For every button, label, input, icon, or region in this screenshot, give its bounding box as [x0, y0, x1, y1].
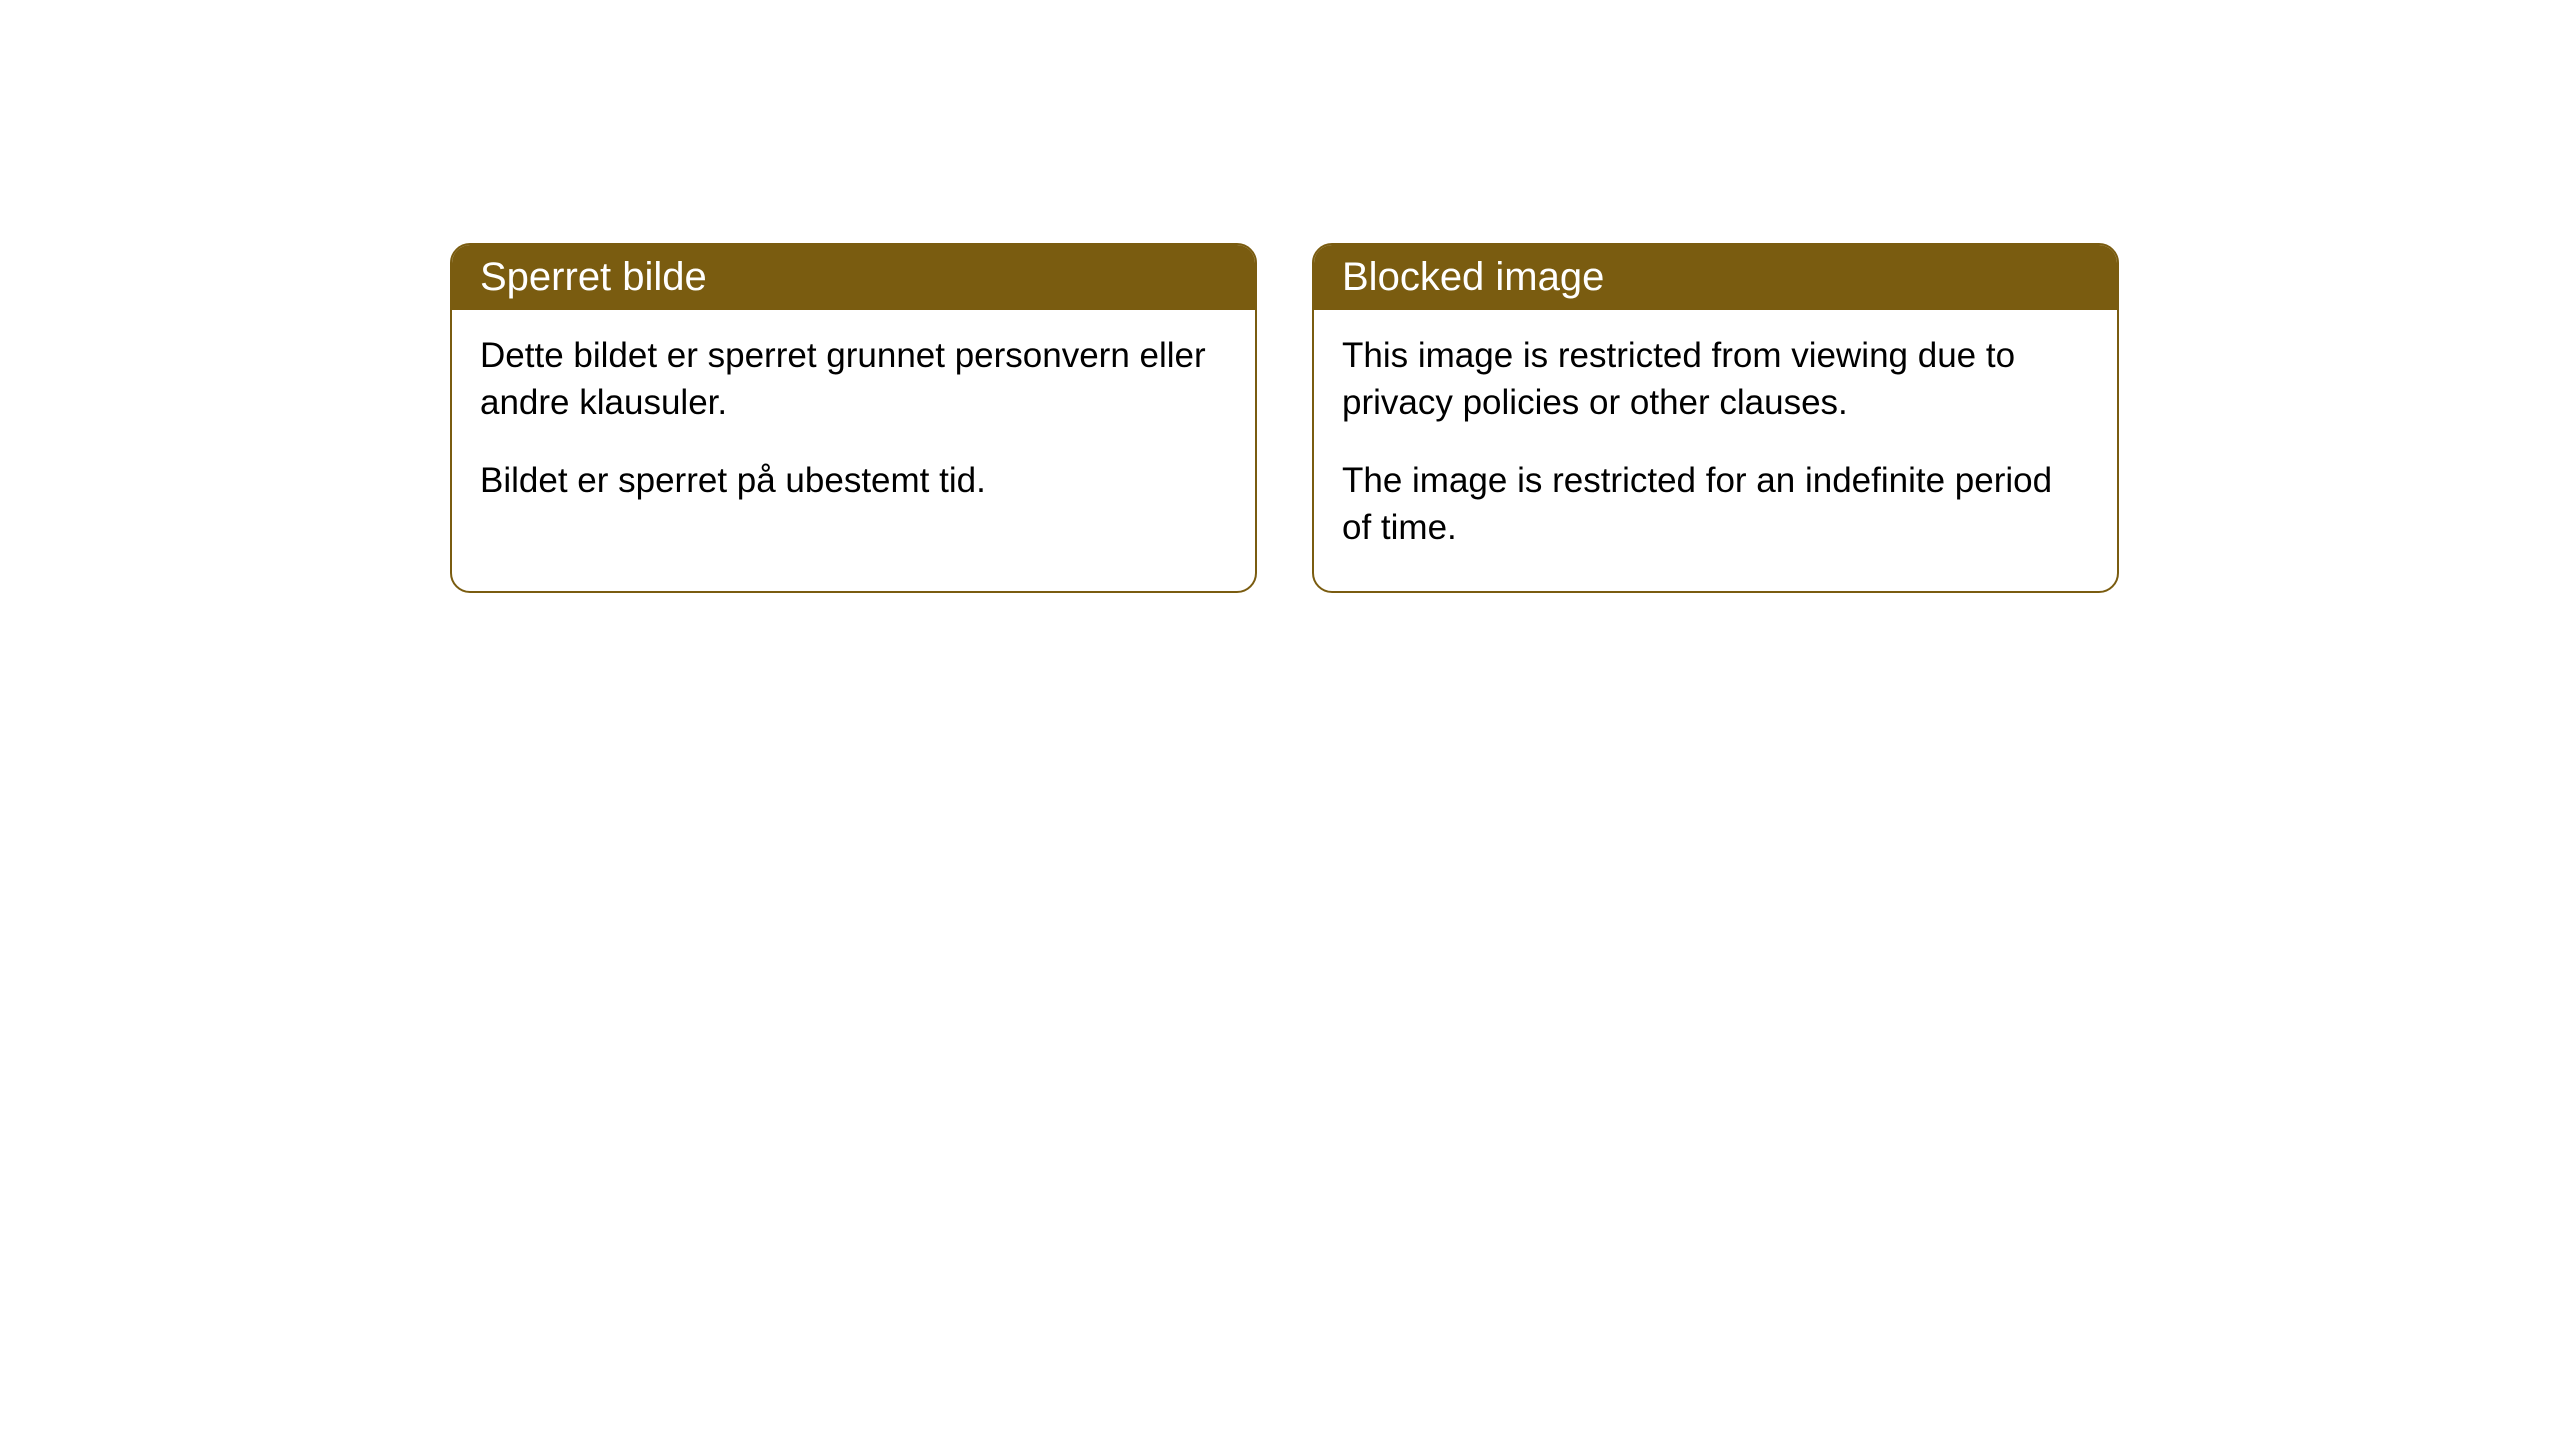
- card-paragraph: Dette bildet er sperret grunnet personve…: [480, 332, 1227, 427]
- card-body: Dette bildet er sperret grunnet personve…: [452, 310, 1255, 544]
- notice-container: Sperret bilde Dette bildet er sperret gr…: [0, 0, 2560, 593]
- card-paragraph: Bildet er sperret på ubestemt tid.: [480, 457, 1227, 504]
- card-title: Sperret bilde: [480, 255, 707, 299]
- card-title: Blocked image: [1342, 255, 1604, 299]
- card-body: This image is restricted from viewing du…: [1314, 310, 2117, 591]
- notice-card-norwegian: Sperret bilde Dette bildet er sperret gr…: [450, 243, 1257, 593]
- card-paragraph: This image is restricted from viewing du…: [1342, 332, 2089, 427]
- card-header: Blocked image: [1314, 245, 2117, 310]
- card-paragraph: The image is restricted for an indefinit…: [1342, 457, 2089, 552]
- notice-card-english: Blocked image This image is restricted f…: [1312, 243, 2119, 593]
- card-header: Sperret bilde: [452, 245, 1255, 310]
